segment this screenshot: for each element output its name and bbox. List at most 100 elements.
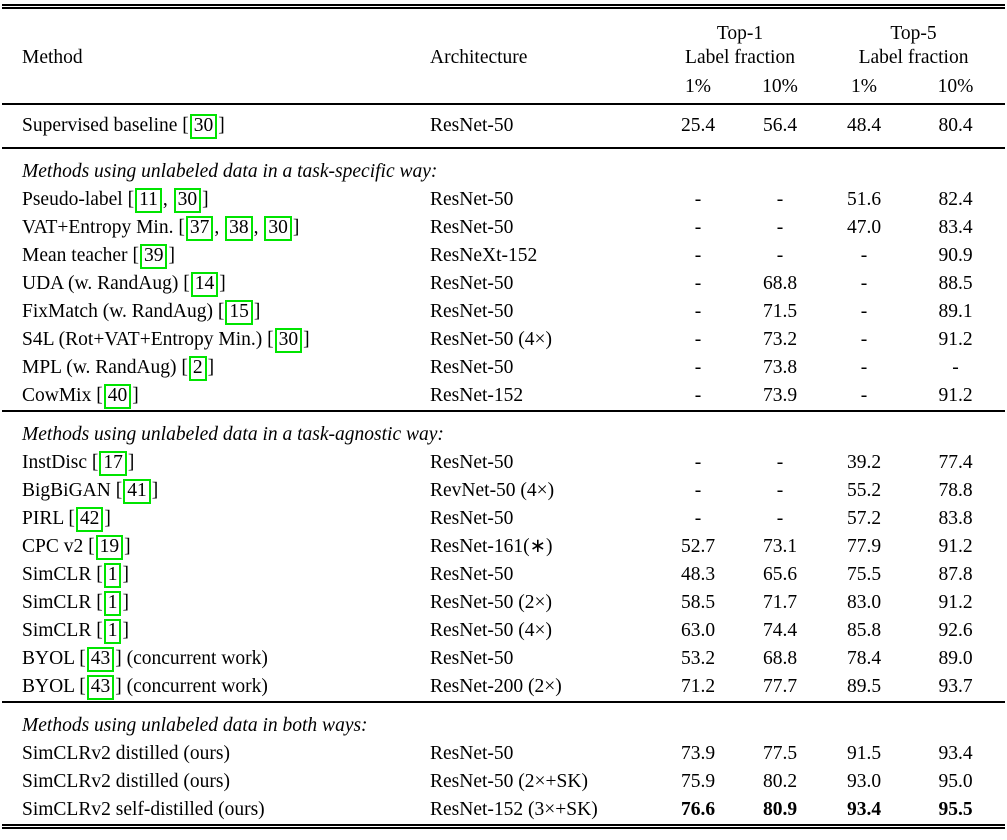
architecture-cell: ResNet-152 (3×+SK) bbox=[430, 798, 598, 820]
top5-1pct-value: 93.0 bbox=[846, 770, 882, 792]
top1-10pct-value: - bbox=[776, 216, 784, 238]
architecture-cell: ResNet-50 (4×) bbox=[430, 328, 553, 350]
top1-1pct-value: - bbox=[694, 479, 702, 501]
citation-link[interactable]: 14 bbox=[190, 271, 219, 298]
citation-link[interactable]: 17 bbox=[99, 450, 127, 477]
top5-group-header: Top-5 bbox=[890, 22, 937, 44]
top1-1pct-header: 1% bbox=[658, 72, 738, 105]
top5-10pct-value: 90.9 bbox=[938, 244, 973, 266]
top5-1pct-header: 1% bbox=[822, 72, 907, 105]
method-cell: PIRL [42] bbox=[2, 505, 430, 533]
top1-1pct-value: - bbox=[694, 507, 702, 529]
citation-link[interactable]: 11 bbox=[135, 187, 162, 214]
citation-link[interactable]: 30 bbox=[264, 215, 292, 242]
method-cell: S4L (Rot+VAT+Entropy Min.) [30] bbox=[2, 326, 430, 354]
top1-10pct-value: 71.5 bbox=[762, 300, 798, 322]
top1-10pct-value: 77.7 bbox=[738, 673, 823, 703]
citation-link[interactable]: 1 bbox=[103, 618, 122, 645]
top5-10pct-value: 93.4 bbox=[938, 742, 973, 764]
architecture-cell: ResNet-50 bbox=[430, 356, 514, 378]
top1-10pct-value: 73.9 bbox=[738, 382, 823, 412]
top5-1pct-value: 75.5 bbox=[846, 563, 882, 585]
section-row: Methods using unlabeled data in a task-a… bbox=[2, 411, 1005, 449]
top5-10pct-value: 95.0 bbox=[938, 770, 973, 792]
top1-10pct-value: 74.4 bbox=[762, 619, 798, 641]
top5-1pct-value: - bbox=[860, 244, 868, 266]
citation-link[interactable]: 1 bbox=[103, 590, 122, 617]
top5-10pct-value: 89.0 bbox=[938, 647, 973, 669]
architecture-cell: ResNet-152 bbox=[430, 382, 658, 412]
table-row: InstDisc [17] ResNet-50 - - 39.2 77.4 bbox=[2, 449, 1005, 477]
architecture-cell: ResNet-50 (2×+SK) bbox=[430, 770, 588, 792]
table-row: BYOL [43] (concurrent work) ResNet-200 (2… bbox=[2, 673, 1006, 703]
method-cell: UDA (w. RandAug) [14] bbox=[2, 270, 430, 298]
citation-link[interactable]: 15 bbox=[225, 299, 253, 326]
citation-link[interactable]: 38 bbox=[225, 215, 253, 242]
table-row: CPC v2 [19] ResNet-161(∗) 52.7 73.1 77.9 91.2 bbox=[2, 533, 1005, 561]
method-cell: CowMix [40] bbox=[2, 382, 430, 412]
top1-1pct-value: 48.3 bbox=[680, 563, 716, 585]
citation-link[interactable]: 40 bbox=[103, 383, 132, 410]
architecture-cell: ResNet-50 bbox=[430, 104, 658, 149]
top1-1pct-value: - bbox=[694, 451, 702, 473]
top5-10pct-value: - bbox=[952, 356, 959, 378]
section-title: Methods using unlabeled data in both way… bbox=[22, 714, 368, 736]
top5-1pct-value: 55.2 bbox=[846, 479, 882, 501]
header-spacer bbox=[430, 72, 658, 105]
citation-link[interactable]: 41 bbox=[123, 478, 151, 505]
citation-link[interactable]: 30 bbox=[189, 113, 218, 140]
top5-1pct-value: 39.2 bbox=[846, 451, 882, 473]
top5-10pct-value: 95.5 bbox=[938, 798, 973, 820]
top1-10pct-value: 77.5 bbox=[762, 742, 798, 764]
top1-10pct-header: 10% bbox=[738, 72, 823, 105]
citation-link[interactable]: 1 bbox=[103, 562, 122, 589]
citation-link[interactable]: 43 bbox=[86, 674, 115, 701]
top1-1pct-value: 73.9 bbox=[680, 742, 716, 764]
method-cell: Pseudo-label [11, 30] bbox=[2, 186, 430, 214]
citation-link[interactable]: 42 bbox=[75, 506, 104, 533]
top5-1pct-value: 85.8 bbox=[846, 619, 882, 641]
citation-link[interactable]: 37 bbox=[185, 215, 214, 242]
architecture-cell: ResNet-161(∗) bbox=[430, 535, 553, 557]
top1-1pct-value: 58.5 bbox=[680, 591, 716, 613]
architecture-cell: ResNet-200 (2×) bbox=[430, 673, 658, 703]
citation-link[interactable]: 2 bbox=[188, 355, 207, 382]
architecture-cell: ResNet-50 bbox=[430, 742, 514, 764]
top5-1pct-value: 91.5 bbox=[846, 742, 882, 764]
table-row: UDA (w. RandAug) [14] ResNet-50 - 68.8 - 88.5 bbox=[2, 270, 1005, 298]
citation-link[interactable]: 43 bbox=[86, 646, 115, 673]
header-spacer bbox=[2, 72, 430, 105]
top1-1pct-value: 52.7 bbox=[680, 535, 716, 557]
method-cell: SimCLR [1] bbox=[2, 589, 430, 617]
top5-10pct-header: 10% bbox=[906, 72, 1006, 105]
table-row: MPL (w. RandAug) [2] ResNet-50 - 73.8 - - bbox=[2, 354, 1005, 382]
top1-1pct-value: 63.0 bbox=[680, 619, 716, 641]
table-row: FixMatch (w. RandAug) [15] ResNet-50 - 71.5… bbox=[2, 298, 1005, 326]
top5-10pct-value: 89.1 bbox=[938, 300, 973, 322]
top5-10pct-value: 93.7 bbox=[906, 673, 1006, 703]
top1-1pct-value: - bbox=[694, 272, 702, 294]
top1-1pct-value: - bbox=[694, 328, 702, 350]
top1-10pct-value: 68.8 bbox=[762, 272, 798, 294]
top1-10pct-value: - bbox=[776, 479, 784, 501]
architecture-cell: ResNet-50 (2×) bbox=[430, 591, 553, 613]
citation-link[interactable]: 30 bbox=[173, 187, 202, 214]
section-row: Methods using unlabeled data in both way… bbox=[2, 702, 1005, 740]
citation-link[interactable]: 30 bbox=[274, 327, 303, 354]
architecture-cell: ResNet-50 bbox=[430, 451, 514, 473]
top5-1pct-value: 51.6 bbox=[846, 188, 882, 210]
architecture-cell: ResNet-50 bbox=[430, 272, 514, 294]
table-row: SimCLR [1] ResNet-50 (4×) 63.0 74.4 85.8 92.6 bbox=[2, 617, 1005, 645]
method-cell: SimCLR [1] bbox=[2, 561, 430, 589]
citation-link[interactable]: 39 bbox=[139, 243, 168, 270]
table-row: BYOL [43] (concurrent work) ResNet-50 53.2… bbox=[2, 645, 1005, 673]
citation-link[interactable]: 19 bbox=[95, 534, 124, 561]
top5-10pct-value: 91.2 bbox=[938, 591, 973, 613]
top5-10pct-value: 92.6 bbox=[938, 619, 973, 641]
top5-label-fraction-header: Label fraction bbox=[858, 47, 969, 69]
architecture-cell: ResNet-50 bbox=[430, 507, 514, 529]
top1-1pct-value: - bbox=[694, 216, 702, 238]
method-cell: Mean teacher [39] bbox=[2, 242, 430, 270]
table-row: BigBiGAN [41] RevNet-50 (4×) - - 55.2 78.8 bbox=[2, 477, 1005, 505]
